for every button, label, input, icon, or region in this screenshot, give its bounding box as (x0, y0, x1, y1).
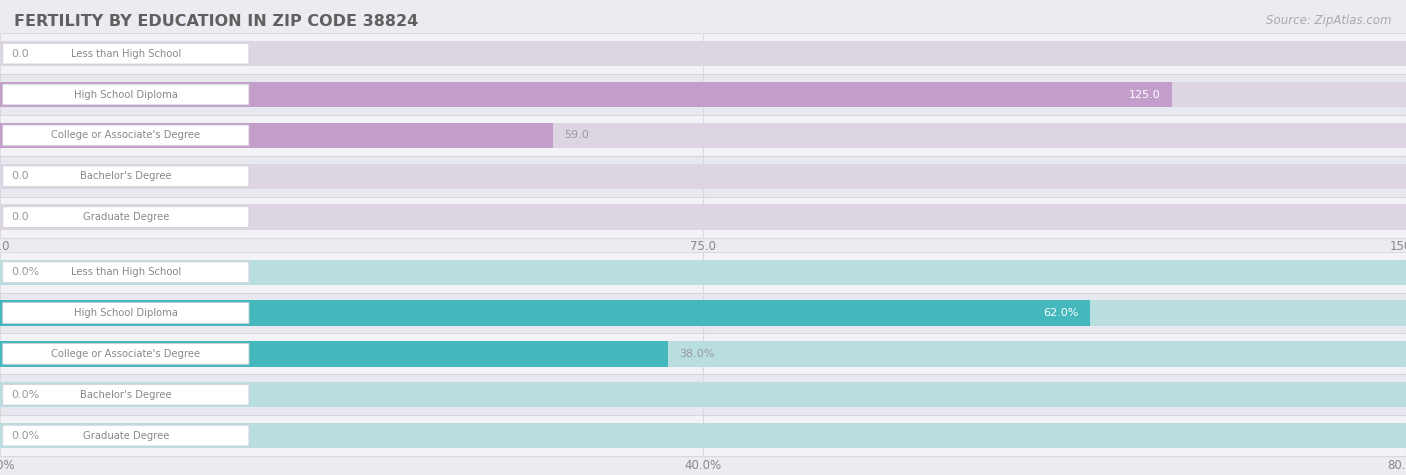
Text: 0.0%: 0.0% (11, 267, 39, 277)
Bar (0, 341, 668, 367)
Bar (0, 423, 1406, 448)
Bar (0, 82, 1171, 107)
FancyBboxPatch shape (3, 125, 249, 146)
FancyBboxPatch shape (3, 343, 249, 364)
Text: College or Associate's Degree: College or Associate's Degree (51, 130, 201, 141)
FancyBboxPatch shape (3, 84, 249, 105)
FancyBboxPatch shape (3, 207, 249, 228)
Bar (0, 115, 1406, 156)
Text: Source: ZipAtlas.com: Source: ZipAtlas.com (1267, 14, 1392, 27)
Bar (0, 252, 1406, 293)
Text: 0.0%: 0.0% (11, 430, 39, 441)
FancyBboxPatch shape (3, 262, 249, 283)
Bar (0, 82, 1406, 107)
Bar (0, 163, 1406, 189)
Text: College or Associate's Degree: College or Associate's Degree (51, 349, 201, 359)
Bar (0, 259, 1406, 285)
Bar (0, 382, 1406, 408)
Bar (0, 333, 1406, 374)
Text: Graduate Degree: Graduate Degree (83, 430, 169, 441)
Bar (0, 300, 1406, 326)
Text: Less than High School: Less than High School (70, 48, 181, 59)
Text: 0.0%: 0.0% (11, 390, 39, 400)
Text: 0.0: 0.0 (11, 171, 30, 181)
Bar (0, 341, 1406, 367)
Bar (0, 300, 1090, 326)
Text: High School Diploma: High School Diploma (75, 308, 177, 318)
Bar (0, 123, 553, 148)
Text: Graduate Degree: Graduate Degree (83, 212, 169, 222)
Text: 59.0: 59.0 (564, 130, 589, 141)
Bar (0, 197, 1406, 238)
FancyBboxPatch shape (3, 425, 249, 446)
Bar (0, 415, 1406, 456)
Bar (0, 204, 1406, 230)
Bar (0, 33, 1406, 74)
Text: 62.0%: 62.0% (1043, 308, 1078, 318)
Text: 0.0: 0.0 (11, 48, 30, 59)
Text: Bachelor's Degree: Bachelor's Degree (80, 390, 172, 400)
FancyBboxPatch shape (3, 43, 249, 64)
Bar (0, 374, 1406, 415)
Bar (0, 123, 1406, 148)
FancyBboxPatch shape (3, 166, 249, 187)
Text: High School Diploma: High School Diploma (75, 89, 177, 100)
Text: Bachelor's Degree: Bachelor's Degree (80, 171, 172, 181)
Bar (0, 293, 1406, 333)
Text: Less than High School: Less than High School (70, 267, 181, 277)
Text: 0.0: 0.0 (11, 212, 30, 222)
Text: 38.0%: 38.0% (679, 349, 714, 359)
Bar (0, 74, 1406, 115)
Text: 125.0: 125.0 (1129, 89, 1160, 100)
FancyBboxPatch shape (3, 303, 249, 323)
Text: FERTILITY BY EDUCATION IN ZIP CODE 38824: FERTILITY BY EDUCATION IN ZIP CODE 38824 (14, 14, 419, 29)
FancyBboxPatch shape (3, 384, 249, 405)
Bar (0, 156, 1406, 197)
Bar (0, 41, 1406, 66)
